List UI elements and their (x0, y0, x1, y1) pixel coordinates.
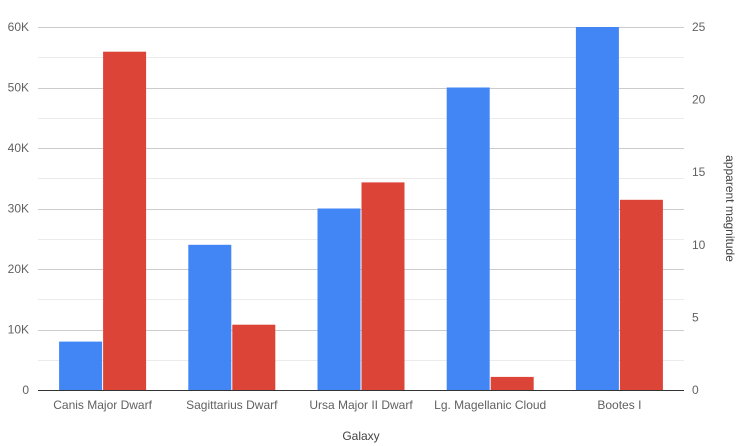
y2-tick-label: 20 (692, 93, 706, 107)
bar-brightness-1[interactable] (232, 324, 276, 390)
x-axis: Canis Major Dwarf Sagittarius Dwarf Ursa M… (53, 398, 641, 412)
bar-brightness-0[interactable] (103, 51, 147, 390)
y-tick-label: 40K (8, 141, 29, 155)
y-tick-label: 20K (8, 262, 29, 276)
x-tick-label: Bootes I (597, 398, 641, 412)
bar-brightness-3[interactable] (490, 376, 534, 390)
x-tick-label: Sagittarius Dwarf (186, 398, 278, 412)
bar-distance-4[interactable] (575, 27, 619, 390)
y2-tick-label: 0 (692, 383, 699, 397)
bars (59, 27, 663, 390)
x-tick-label: Lg. Magellanic Cloud (434, 398, 546, 412)
bar-brightness-4[interactable] (619, 199, 663, 390)
y2-axis-title: apparent magnitude (723, 155, 737, 262)
y-tick-label: 0 (22, 383, 29, 397)
x-axis-title: Galaxy (342, 429, 379, 443)
y2-tick-label: 15 (692, 165, 706, 179)
bar-distance-2[interactable] (317, 208, 361, 391)
y-tick-label: 10K (8, 323, 29, 337)
bar-distance-1[interactable] (188, 244, 232, 390)
y-axis-right: 0 5 10 15 20 25 (692, 20, 706, 397)
y-axis-left: 0 10K 20K 30K 40K 50K 60K (8, 20, 30, 397)
y-tick-label: 60K (8, 20, 29, 34)
y-tick-label: 50K (8, 81, 29, 95)
x-tick-label: Ursa Major II Dwarf (309, 398, 413, 412)
x-tick-label: Canis Major Dwarf (53, 398, 152, 412)
y2-tick-label: 5 (692, 310, 699, 324)
y2-tick-label: 10 (692, 238, 706, 252)
y-tick-label: 30K (8, 202, 29, 216)
bar-distance-3[interactable] (446, 87, 490, 391)
bar-brightness-2[interactable] (361, 182, 405, 390)
y2-tick-label: 25 (692, 20, 706, 34)
bar-distance-0[interactable] (59, 341, 103, 390)
